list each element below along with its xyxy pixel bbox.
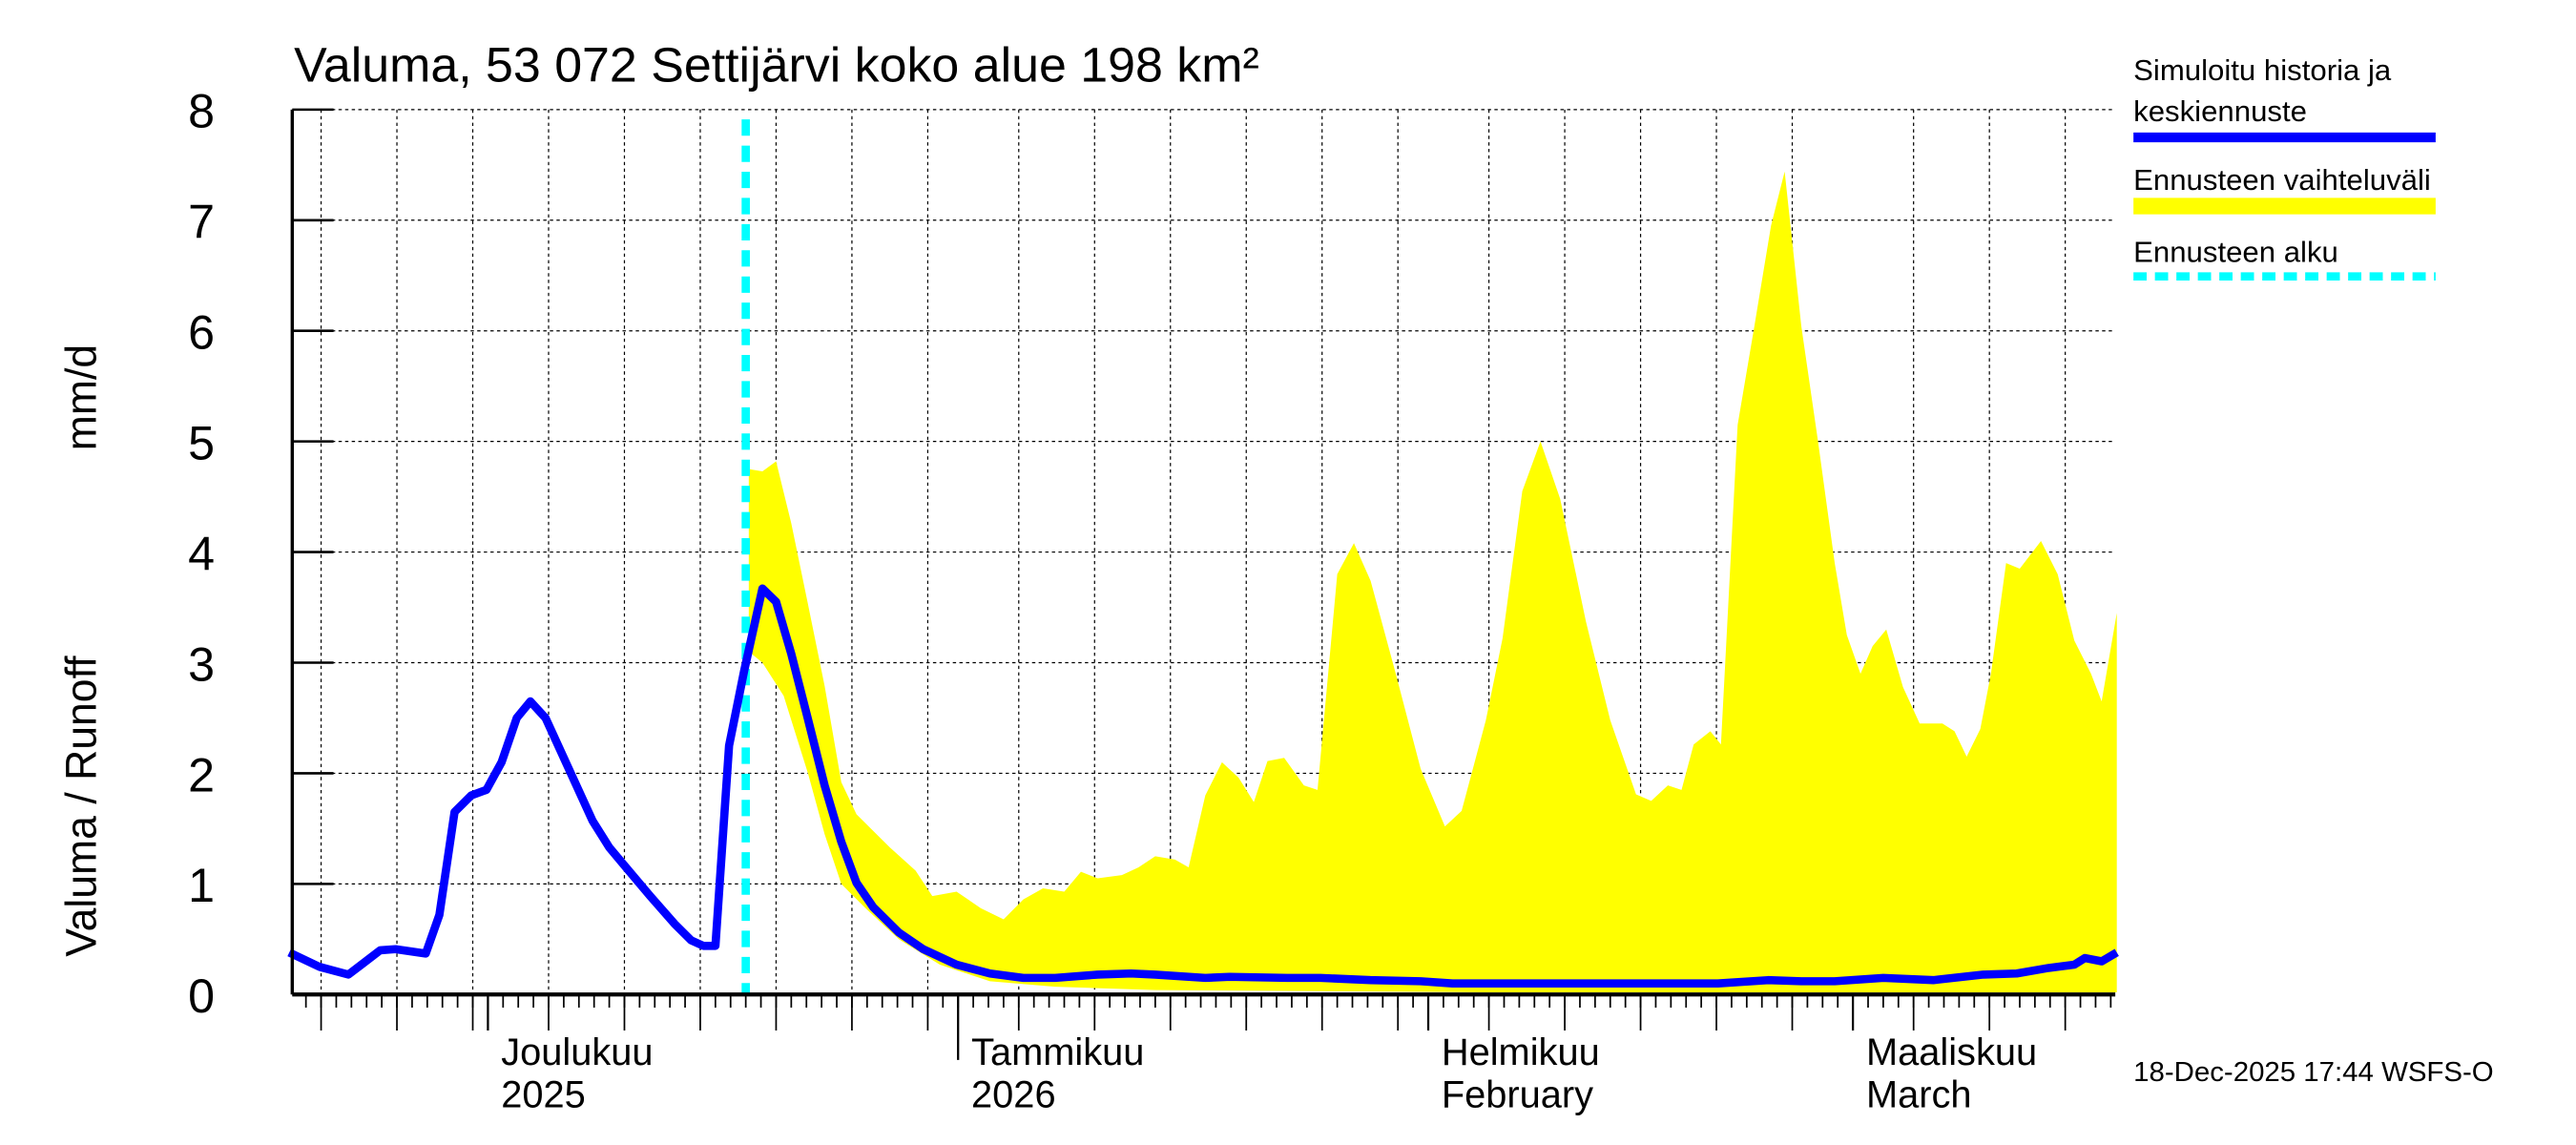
y-tick-label: 0 xyxy=(188,969,215,1023)
y-tick-label: 6 xyxy=(188,306,215,360)
month-label: Maaliskuu xyxy=(1866,1031,2037,1073)
legend-label-forecast-start: Ennusteen alku xyxy=(2133,235,2338,268)
month-sublabel: February xyxy=(1442,1074,1593,1116)
forecast-range-band xyxy=(748,171,2117,992)
y-tick-labels: 0 1 2 3 4 5 6 7 8 xyxy=(188,85,215,1023)
y-tick-label: 7 xyxy=(188,196,215,249)
axes xyxy=(290,108,2116,1060)
chart-title: Valuma, 53 072 Settijärvi koko alue 198 … xyxy=(294,37,1259,93)
legend: Simuloitu historia ja keskiennuste Ennus… xyxy=(2133,53,2436,281)
month-label: Joulukuu xyxy=(501,1031,653,1073)
y-tick-label: 1 xyxy=(188,859,215,912)
month-label: Tammikuu xyxy=(971,1031,1144,1073)
month-sublabel: 2025 xyxy=(501,1074,586,1116)
y-tick-label: 2 xyxy=(188,749,215,802)
y-axis-title: Valuma / Runoff xyxy=(57,656,105,957)
month-sublabel: 2026 xyxy=(971,1074,1056,1116)
y-tick-label: 3 xyxy=(188,638,215,692)
legend-label-simulated-line1: Simuloitu historia ja xyxy=(2133,53,2392,87)
y-axis-unit: mm/d xyxy=(57,344,105,450)
legend-label-range: Ennusteen vaihteluväli xyxy=(2133,163,2431,197)
y-tick-label: 5 xyxy=(188,417,215,470)
month-label: Helmikuu xyxy=(1442,1031,1600,1073)
y-tick-label: 4 xyxy=(188,528,215,581)
y-axis-label: Valuma / Runoff mm/d xyxy=(57,344,105,957)
legend-label-simulated-line2: keskiennuste xyxy=(2133,94,2307,128)
month-sublabel: March xyxy=(1866,1074,1972,1116)
y-tick-label: 8 xyxy=(188,85,215,138)
timestamp-footer: 18-Dec-2025 17:44 WSFS-O xyxy=(2133,1056,2494,1088)
forecast-range-area xyxy=(748,171,2117,992)
runoff-series xyxy=(287,584,2119,988)
simulated-runoff-line xyxy=(287,584,2119,988)
